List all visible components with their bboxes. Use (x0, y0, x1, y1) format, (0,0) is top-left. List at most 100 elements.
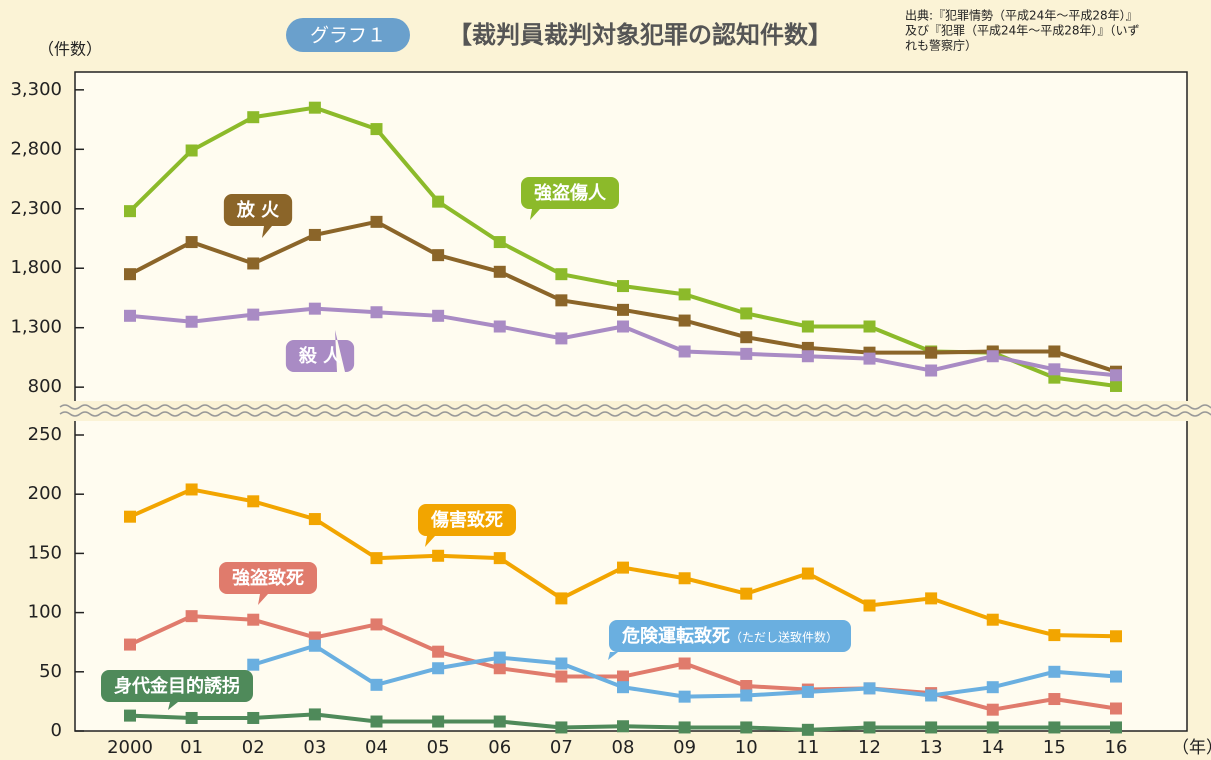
source: れも警察庁） (905, 38, 977, 53)
axis-break (59, 411, 1211, 417)
marker (678, 690, 691, 703)
marker (432, 195, 445, 208)
marker (925, 721, 938, 734)
marker (308, 513, 321, 526)
y-tick-label: 800 (28, 376, 62, 397)
marker (1048, 665, 1061, 678)
x-tick-label: 14 (981, 737, 1004, 758)
marker (185, 610, 198, 623)
callout-bg (223, 194, 293, 238)
callout: 傷害致死 (418, 504, 516, 547)
marker (493, 265, 506, 278)
marker (1048, 345, 1061, 358)
x-tick-label: 01 (180, 737, 203, 758)
y-tick-label: 250 (28, 424, 62, 445)
marker (801, 350, 814, 363)
x-tick-label: 08 (612, 737, 635, 758)
marker (1110, 630, 1122, 643)
marker (740, 689, 753, 702)
marker (370, 215, 383, 228)
marker (678, 288, 691, 301)
marker (370, 306, 383, 319)
marker (801, 723, 814, 736)
marker (740, 307, 753, 320)
marker (247, 711, 260, 724)
marker (432, 645, 445, 658)
marker (124, 309, 136, 322)
marker (555, 332, 568, 345)
x-tick-label: 06 (488, 737, 511, 758)
marker (247, 111, 260, 124)
marker (678, 314, 691, 327)
marker (925, 364, 938, 377)
marker (925, 346, 938, 359)
marker (493, 552, 506, 565)
marker (247, 658, 260, 671)
marker (124, 268, 136, 281)
axis-break (59, 404, 1211, 410)
series-note: （ただし送致件数） (730, 630, 838, 645)
marker (1048, 721, 1061, 734)
marker (863, 682, 876, 695)
x-tick-label: 03 (303, 737, 326, 758)
marker (740, 347, 753, 360)
marker (370, 123, 383, 136)
marker (555, 721, 568, 734)
break-gap (60, 401, 1211, 421)
marker (432, 549, 445, 562)
marker (124, 709, 136, 722)
series-label: 殺 人 (298, 345, 342, 367)
source: 出典:『犯罪情勢（平成24年～平成28年）』 (905, 8, 1138, 23)
marker (678, 345, 691, 358)
callout-bg (608, 620, 852, 660)
y-tick-label: 2,300 (10, 198, 62, 219)
y-tick-label: 200 (28, 483, 62, 504)
callout: 身代金目的誘拐 (101, 670, 253, 710)
marker (432, 715, 445, 728)
x-tick-label: 16 (1105, 737, 1128, 758)
callout-bg (285, 330, 355, 372)
marker (124, 510, 136, 523)
marker (124, 638, 136, 651)
marker (863, 352, 876, 365)
x-tick-label: 13 (920, 737, 943, 758)
marker (493, 662, 506, 675)
marker (863, 320, 876, 333)
marker (370, 715, 383, 728)
marker (247, 613, 260, 626)
series-label: 危険運転致死 (621, 625, 730, 647)
callout-bg (101, 670, 253, 710)
x-tick-label: 12 (858, 737, 881, 758)
marker (493, 651, 506, 664)
marker (1110, 670, 1122, 683)
marker (185, 144, 198, 157)
series-label: 強盗傷人 (534, 182, 607, 204)
marker (1110, 702, 1122, 715)
y-tick-label: 1,800 (10, 257, 62, 278)
marker (678, 657, 691, 670)
marker (1110, 369, 1122, 382)
y-tick-label: 3,300 (10, 79, 62, 100)
callout-bg (521, 177, 619, 220)
marker (124, 205, 136, 218)
marker (370, 678, 383, 691)
marker (925, 689, 938, 702)
y-tick-label: 1,300 (10, 317, 62, 338)
marker (617, 670, 629, 683)
marker (863, 599, 876, 612)
chart-title: 【裁判員裁判対象犯罪の認知件数】 (448, 21, 832, 49)
marker (555, 592, 568, 605)
marker (555, 657, 568, 670)
marker (925, 592, 938, 605)
marker (986, 721, 999, 734)
marker (308, 101, 321, 114)
marker (555, 294, 568, 307)
callout: 殺 人 (285, 330, 355, 372)
marker (863, 721, 876, 734)
marker (617, 303, 629, 316)
marker (986, 613, 999, 626)
marker (493, 320, 506, 333)
y-tick-label: 0 (51, 720, 62, 741)
marker (185, 236, 198, 249)
marker (247, 495, 260, 508)
